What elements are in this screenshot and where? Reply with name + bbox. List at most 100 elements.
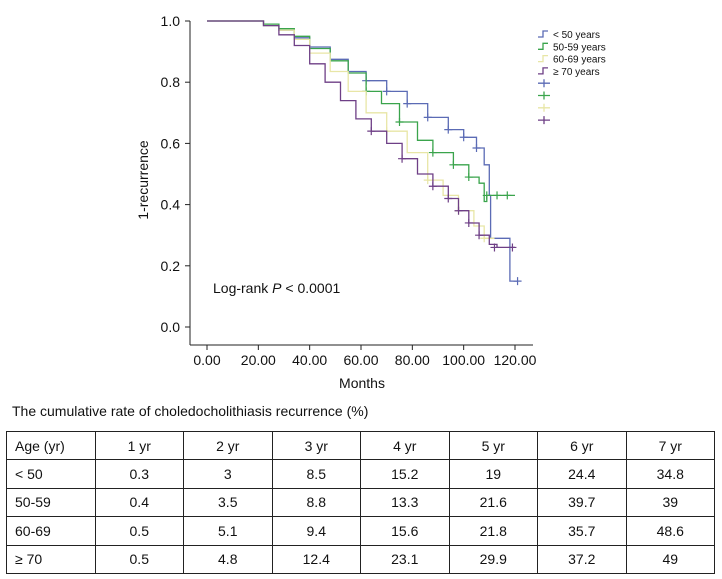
table-header-row: Age (yr) 1 yr 2 yr 3 yr 4 yr 5 yr 6 yr 7… — [6, 430, 715, 461]
legend-censor-swatch — [538, 116, 550, 125]
censor-mark — [395, 117, 404, 126]
legend-step-swatch — [538, 30, 548, 38]
legend-step-swatch — [538, 54, 548, 63]
x-tick-label: 80.00 — [395, 352, 430, 368]
table-row: 50-59 0.4 3.5 8.8 13.3 21.6 39.7 39 — [6, 487, 715, 518]
y-tick-label: 0.0 — [161, 319, 181, 335]
censor-mark — [464, 173, 473, 182]
x-axis-label: Months — [339, 375, 385, 391]
table-cell: 4.8 — [183, 544, 273, 575]
x-tick-label: 20.00 — [241, 352, 276, 368]
table-header-cell: 1 yr — [94, 430, 184, 461]
table-cell: 49 — [625, 544, 715, 575]
censor-mark — [428, 148, 437, 157]
table-cell: 0.5 — [94, 516, 184, 546]
censor-mark — [508, 243, 517, 252]
table-cell: 29.9 — [448, 544, 538, 575]
censor-mark — [444, 194, 453, 203]
x-tick-label: 60.00 — [343, 352, 378, 368]
table-cell: 37.2 — [537, 544, 627, 575]
table-cell: 39.7 — [537, 487, 627, 518]
y-axis-label: 1-recurrence — [135, 140, 151, 220]
table-cell: 48.6 — [625, 516, 715, 546]
table-cell: 5.1 — [183, 516, 273, 546]
survival-chart: 0.0 0.2 0.4 0.6 0.8 1.0 0.00 20.00 40.00 60.00 80.… — [135, 13, 606, 391]
table-header-cell: 3 yr — [271, 430, 361, 461]
y-tick-label: 0.2 — [161, 258, 181, 274]
chart-axes: 0.0 0.2 0.4 0.6 0.8 1.0 0.00 20.00 40.00 60.00 80.… — [161, 13, 537, 368]
recurrence-table: Age (yr) 1 yr 2 yr 3 yr 4 yr 5 yr 6 yr 7… — [6, 430, 715, 575]
table-header-cell: 7 yr — [625, 430, 715, 461]
table-cell: 21.6 — [448, 487, 538, 518]
y-tick-label: 0.4 — [161, 197, 181, 213]
table-cell: 50-59 — [6, 487, 96, 518]
table-cell: 35.7 — [537, 516, 627, 546]
table-cell: 19 — [448, 459, 538, 489]
censor-mark — [513, 277, 522, 286]
table-cell: 8.5 — [271, 459, 361, 489]
censor-mark — [464, 218, 473, 227]
censor-mark — [490, 243, 499, 252]
y-tick-label: 0.8 — [161, 74, 181, 90]
table-header-cell: Age (yr) — [6, 430, 96, 461]
table-row: < 50 0.3 3 8.5 15.2 19 24.4 34.8 — [6, 459, 715, 489]
x-tick-label: 120.00 — [494, 352, 537, 368]
censor-mark — [423, 113, 432, 122]
table-cell: 60-69 — [6, 516, 96, 546]
y-tick-label: 0.6 — [161, 135, 181, 151]
x-tick-label: 40.00 — [292, 352, 327, 368]
table-cell: 24.4 — [537, 459, 627, 489]
survival-curve — [207, 20, 518, 282]
table-cell: 12.4 — [271, 544, 361, 575]
legend-label: < 50 years — [553, 30, 600, 41]
censor-mark — [367, 127, 376, 136]
table-cell: 0.3 — [94, 459, 184, 489]
x-tick-label: 100.00 — [442, 352, 485, 368]
table-cell: 15.2 — [360, 459, 450, 489]
table-cell: 23.1 — [360, 544, 450, 575]
table-cell: 21.8 — [448, 516, 538, 546]
censor-mark — [475, 231, 484, 240]
legend-censor-swatch — [538, 79, 550, 88]
table-cell: 34.8 — [625, 459, 715, 489]
table-cell: 0.5 — [94, 544, 184, 575]
x-tick-label: 0.00 — [193, 352, 220, 368]
table-header-cell: 5 yr — [448, 430, 538, 461]
y-tick-label: 1.0 — [161, 13, 181, 29]
legend-censor-swatch — [538, 91, 550, 100]
table-cell: 0.4 — [94, 487, 184, 518]
table-cell: 39 — [625, 487, 715, 518]
censor-mark — [459, 133, 468, 142]
table-cell: 8.8 — [271, 487, 361, 518]
log-rank-annotation: Log-rank P < 0.0001 — [213, 280, 340, 296]
table-cell: 13.3 — [360, 487, 450, 518]
chart-curves — [207, 20, 522, 286]
table-cell: 15.6 — [360, 516, 450, 546]
table-row: ≥ 70 0.5 4.8 12.4 23.1 29.9 37.2 49 — [6, 544, 715, 575]
legend-label: 60-69 years — [553, 55, 606, 66]
censor-mark — [423, 176, 432, 185]
annotation-suffix: < 0.0001 — [282, 280, 341, 296]
legend-censor-swatch — [538, 103, 550, 112]
table-cell: < 50 — [6, 459, 96, 489]
censor-mark — [403, 99, 412, 108]
legend-step-swatch — [538, 42, 548, 50]
survival-curve — [207, 20, 515, 203]
censor-mark — [449, 160, 458, 169]
table-row: 60-69 0.5 5.1 9.4 15.6 21.8 35.7 48.6 — [6, 516, 715, 546]
table-cell: ≥ 70 — [6, 544, 96, 575]
censor-mark — [472, 143, 481, 152]
censor-mark — [482, 191, 491, 200]
censor-mark — [454, 206, 463, 215]
censor-mark — [428, 182, 437, 191]
censor-mark — [503, 191, 512, 200]
annotation-prefix: Log-rank — [213, 280, 272, 296]
annotation-p: P — [272, 280, 282, 296]
censor-mark — [444, 125, 453, 134]
survival-curve — [207, 20, 515, 249]
table-caption: The cumulative rate of choledocholithias… — [12, 403, 369, 419]
table-header-cell: 4 yr — [360, 430, 450, 461]
legend-label: 50-59 years — [553, 42, 606, 53]
table-cell: 3 — [183, 459, 273, 489]
